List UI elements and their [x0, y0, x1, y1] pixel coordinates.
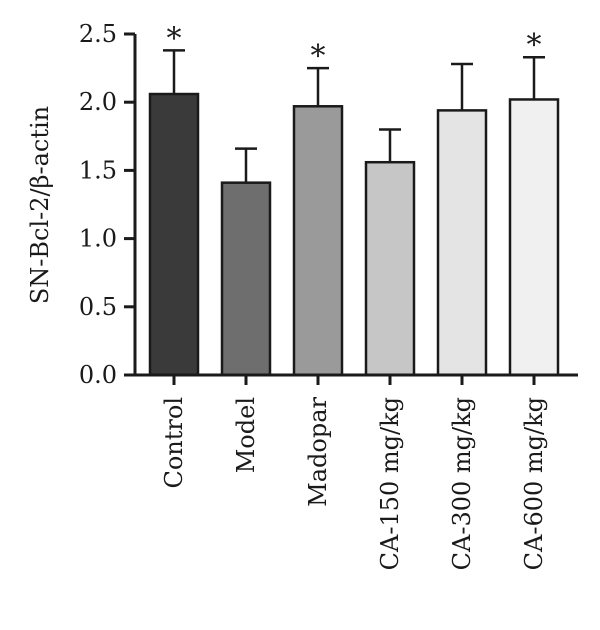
x-category-label: Control	[160, 397, 188, 489]
bar-madopar	[292, 105, 344, 377]
x-category-label: CA-600 mg/kg	[520, 397, 548, 570]
significance-marker: *	[527, 28, 542, 63]
significance-marker: *	[167, 21, 182, 56]
y-axis: 0.0 0.5 1.0 1.5 2.0 2.5	[79, 20, 137, 389]
y-tick-label: 1.5	[79, 156, 117, 184]
y-tick-label: 0.5	[79, 293, 117, 321]
y-tick-label: 2.0	[79, 88, 117, 116]
bar-ca-150-mg-kg	[364, 160, 416, 377]
significance-marker: *	[311, 39, 326, 74]
y-tick-label: 0.0	[79, 361, 117, 389]
x-axis: Control Model Madopar CA-150 mg/kg CA-300 mg…	[135, 373, 578, 570]
y-tick-label: 1.0	[79, 225, 117, 253]
bar-control	[148, 92, 200, 377]
x-category-label: CA-150 mg/kg	[376, 397, 404, 570]
bars: * * *	[148, 21, 560, 377]
y-tick-label: 2.5	[79, 20, 117, 48]
x-category-label: CA-300 mg/kg	[448, 397, 476, 570]
x-category-label: Model	[232, 397, 260, 473]
x-category-label: Madopar	[304, 396, 332, 506]
bar-ca-600-mg-kg	[508, 98, 560, 377]
bar-model	[220, 181, 272, 377]
y-axis-title: SN-Bcl-2/β-actin	[26, 106, 54, 304]
bar-ca-300-mg-kg	[436, 109, 488, 377]
